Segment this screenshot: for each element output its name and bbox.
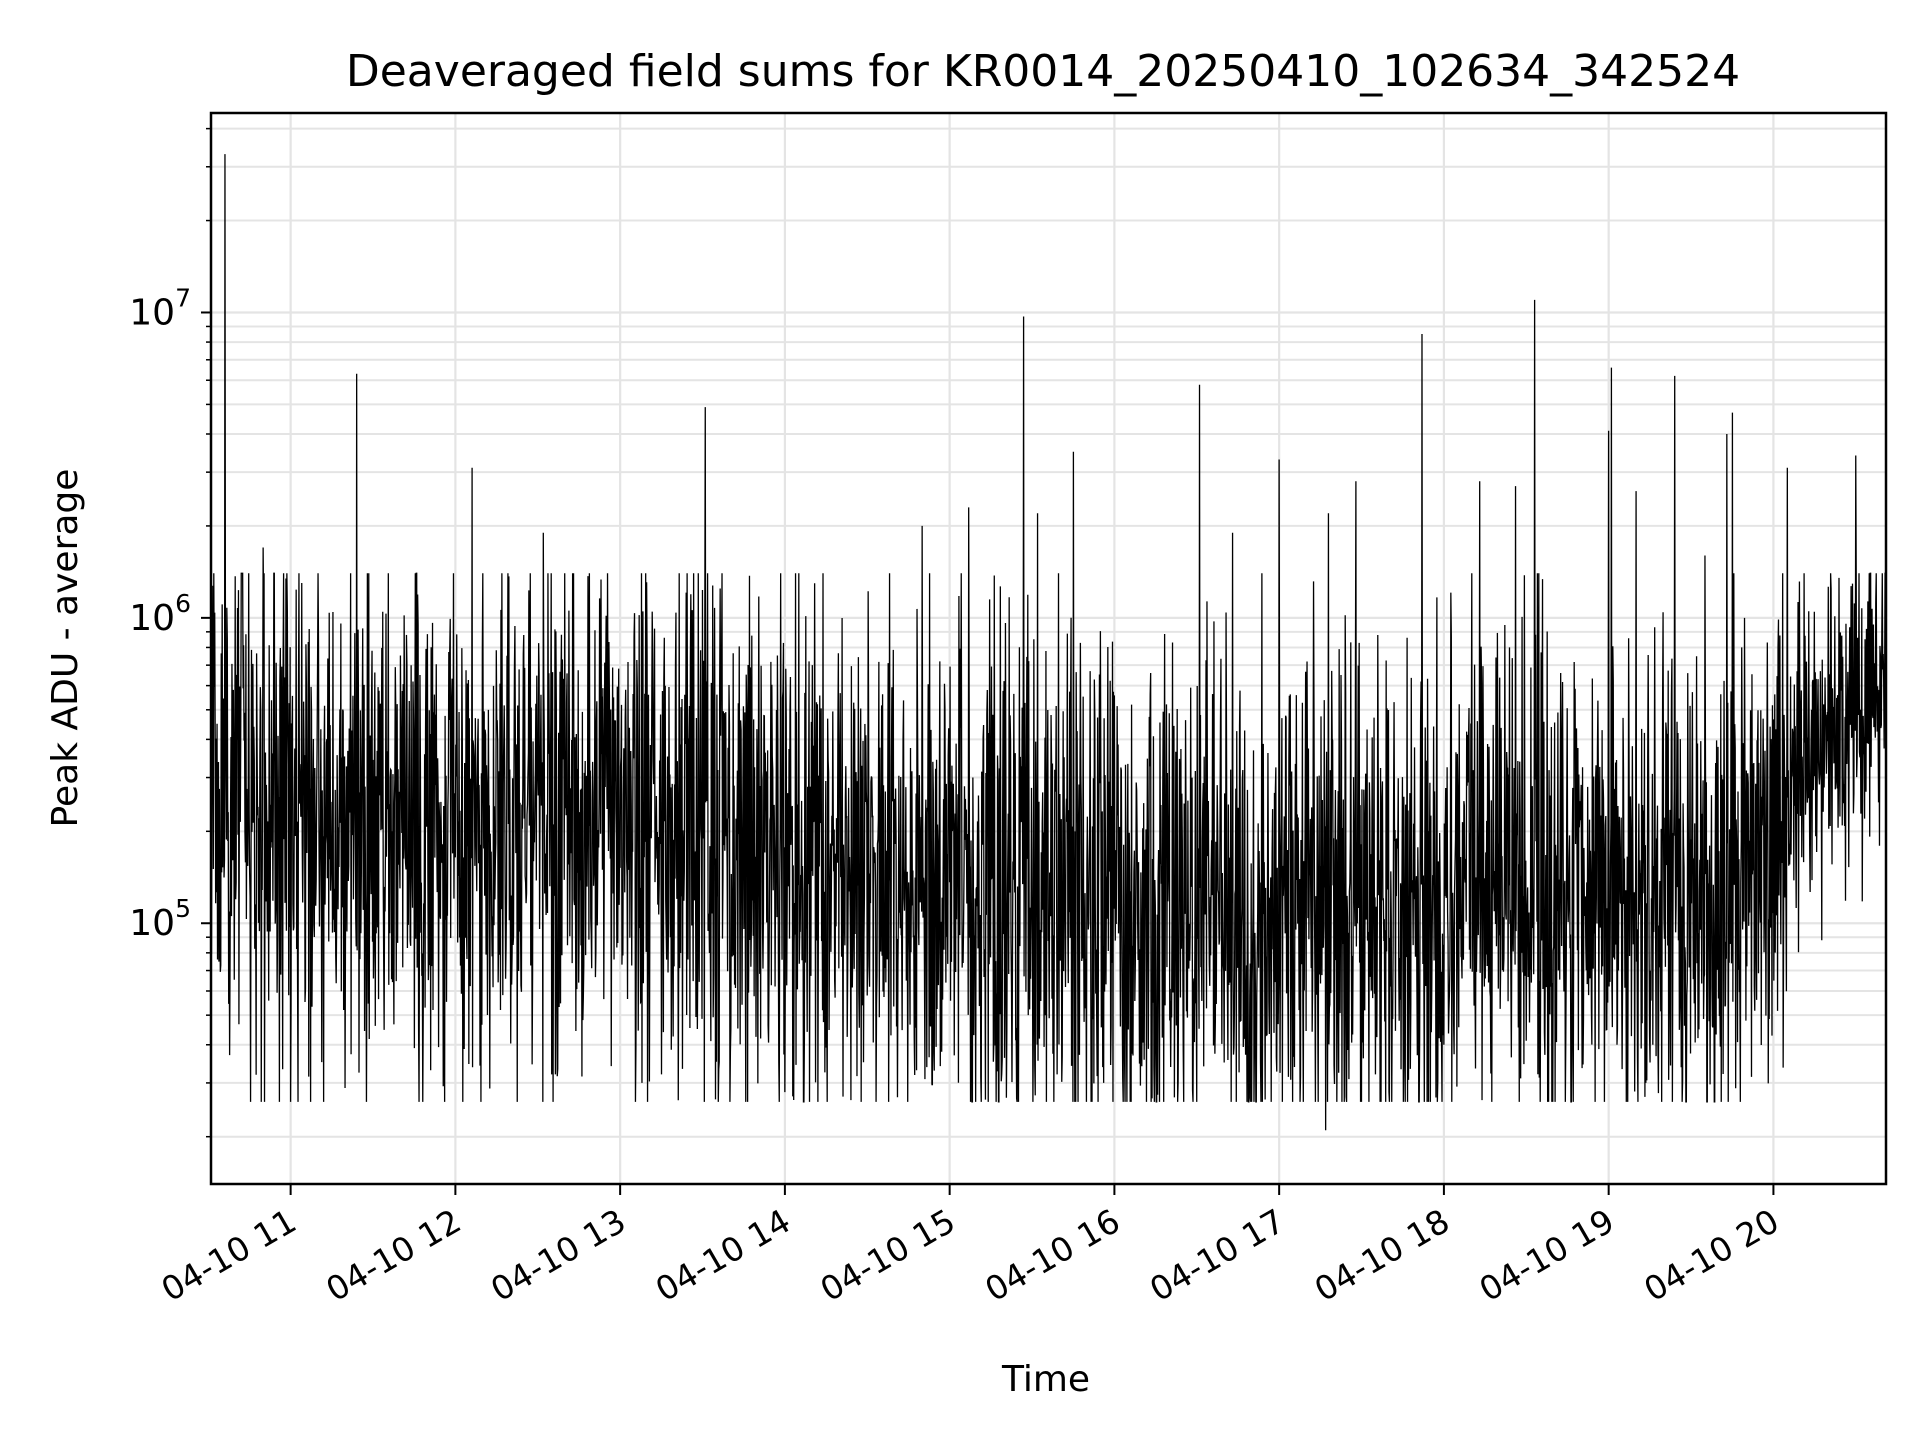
- series-line: [210, 154, 1887, 1131]
- y-tick-label: 106: [129, 589, 191, 639]
- y-axis: 105 106 107: [129, 127, 211, 1138]
- plot-frame: [209, 111, 1888, 1186]
- series-group: [210, 154, 1887, 1131]
- y-tick-label: 107: [129, 283, 191, 333]
- y-axis-label: Peak ADU - average: [45, 469, 86, 828]
- y-tick-label: 105: [129, 894, 191, 944]
- x-axis-label: Time: [1001, 1359, 1090, 1400]
- chart-title: Deaveraged field sums for KR0014_2025041…: [346, 46, 1740, 97]
